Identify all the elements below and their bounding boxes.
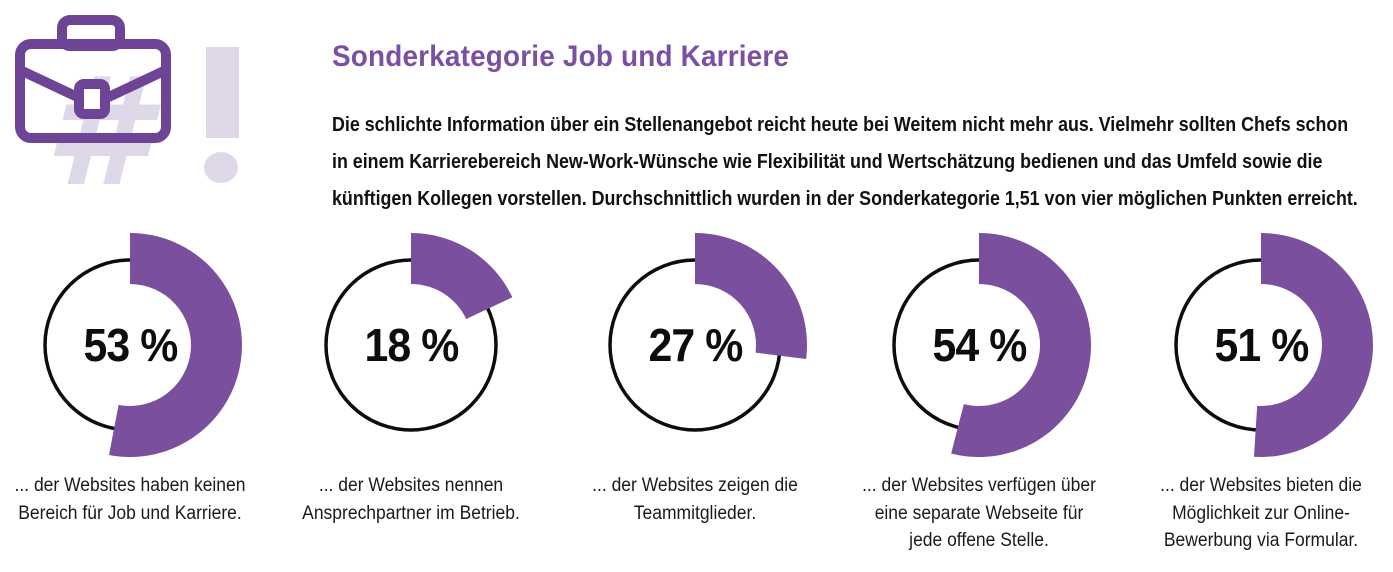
chart-caption: ... der Websites nennen Ansprechpartner i… (302, 475, 520, 524)
intro-paragraph: Die schlichte Information über ein Stell… (332, 113, 1358, 210)
donut-value-arc (109, 233, 242, 457)
donut-value-arc (695, 233, 808, 360)
donut-value-arc (1253, 233, 1373, 457)
exclamation-dot (204, 152, 238, 183)
donut-value-arc (951, 233, 1092, 457)
donut-chart-4: 54 % ... der Websites verfügen über eine … (839, 230, 1119, 555)
chart-caption: ... der Websites verfügen über eine separ… (862, 475, 1096, 551)
donut-svg (892, 233, 1092, 457)
chart-caption: ... der Websites bieten die Möglichkeit z… (1160, 475, 1362, 551)
donut-graphic: 18 % (296, 230, 526, 460)
header-artwork: # (0, 0, 330, 220)
donut-graphic: 54 % (864, 230, 1094, 460)
page-title: Sonderkategorie Job und Karriere (332, 40, 790, 73)
donut-svg (608, 233, 808, 432)
donut-graphic: 27 % (580, 230, 810, 460)
donut-svg (43, 233, 242, 457)
exclamation-bar (206, 47, 239, 138)
chart-caption: ... der Websites zeigen die Teammitgliede… (592, 475, 798, 524)
donut-svg (1174, 233, 1373, 457)
donut-value-arc (411, 233, 513, 320)
donut-chart-5: 51 % ... der Websites bieten die Möglichk… (1121, 230, 1393, 555)
donut-chart-3: 27 % ... der Websites zeigen die Teammitg… (555, 230, 835, 527)
chart-caption: ... der Websites haben keinen Bereich für… (14, 475, 246, 524)
donut-chart-2: 18 % ... der Websites nennen Ansprechpart… (271, 230, 551, 527)
donut-svg (324, 233, 513, 432)
donut-graphic: 53 % (15, 230, 245, 460)
donut-chart-1: 53 % ... der Websites haben keinen Bereic… (0, 230, 270, 527)
briefcase-icon (15, 15, 171, 143)
donut-graphic: 51 % (1146, 230, 1376, 460)
